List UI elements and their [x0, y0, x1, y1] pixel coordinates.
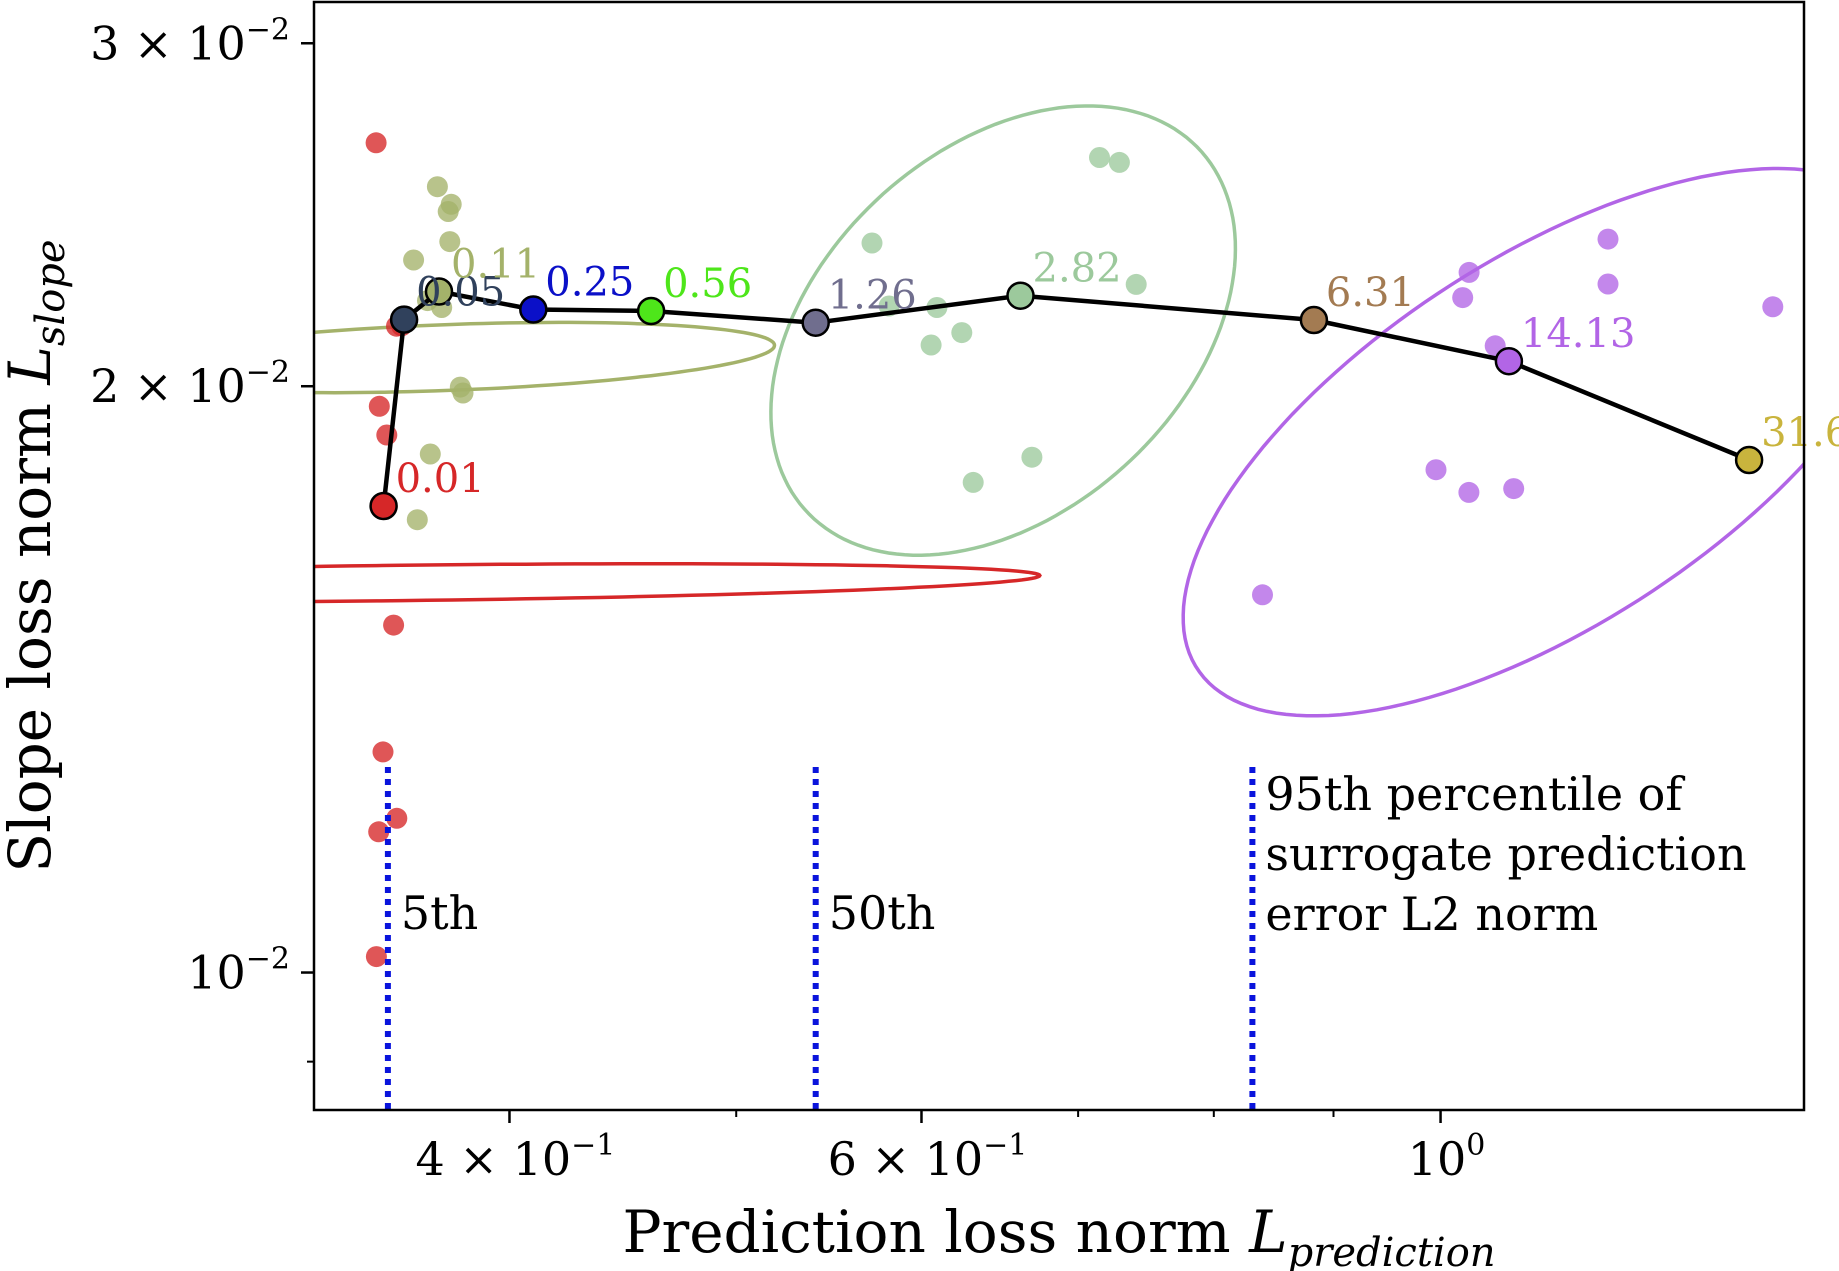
- scatter-point-3-8: [1503, 478, 1525, 500]
- scatter-point-3-3: [1597, 273, 1619, 295]
- frontier-point-3: [519, 295, 548, 324]
- percentile-label-0-0: 5th: [401, 886, 478, 940]
- scatter-point-2-2: [861, 232, 883, 254]
- x-axis-title: Prediction loss norm Lprediction: [622, 1198, 1495, 1271]
- scatter-point-1-9: [419, 443, 441, 465]
- frontier-label-3: 0.25: [545, 260, 634, 306]
- x-tick-label-2: 100: [1408, 1128, 1486, 1186]
- x-tick-label-0: 4 × 10−1: [416, 1128, 616, 1186]
- scatter-point-3-7: [1458, 481, 1480, 503]
- percentile-label-2-2: error L2 norm: [1265, 887, 1598, 941]
- frontier-label-7: 6.31: [1326, 270, 1415, 316]
- scatter-point-3-2: [1452, 287, 1474, 309]
- frontier-point-9: [1734, 445, 1764, 475]
- scatter-point-2-6: [920, 334, 942, 356]
- frontier-point-4: [636, 296, 666, 326]
- percentile-label-2-0: 95th percentile of: [1265, 767, 1685, 821]
- frontier-label-6: 2.82: [1033, 246, 1122, 292]
- y-axis-title: Slope loss norm Lslope: [0, 239, 74, 872]
- scatter-point-0-5: [383, 614, 405, 636]
- scatter-point-1-3: [403, 249, 425, 271]
- scatter-point-0-6: [372, 741, 394, 763]
- scatter-point-1-8: [452, 382, 474, 404]
- scatter-point-3-0: [1597, 228, 1619, 250]
- scatter-point-0-9: [365, 946, 387, 968]
- percentile-label-1-0: 50th: [829, 886, 936, 940]
- scatter-point-1-0: [426, 176, 448, 198]
- scatter-point-1-2: [437, 201, 459, 222]
- scatter-point-0-0: [365, 132, 387, 154]
- frontier-label-5: 1.26: [828, 273, 917, 319]
- scatter-point-2-8: [1021, 446, 1043, 468]
- scatter-point-3-6: [1425, 459, 1447, 481]
- frontier-point-5: [801, 308, 830, 337]
- scatter-point-0-7: [368, 821, 390, 843]
- frontier-point-2: [424, 277, 454, 306]
- ellipse-0: [314, 562, 1042, 604]
- scatter-point-2-1: [1108, 151, 1130, 173]
- y-tick-label-2: 3 × 10−2: [90, 12, 290, 70]
- y-tick-label-1: 2 × 10−2: [90, 355, 290, 413]
- axes: 4 × 10−1 6 × 10−1 100 10−2 2 × 10−2 3 × 10−2 P…: [0, 12, 1496, 1271]
- frontier-point-6: [1006, 281, 1035, 310]
- scatter-point-0-8: [386, 807, 408, 829]
- frontier-label-0: 0.01: [396, 456, 485, 502]
- frontier-label-4: 0.56: [663, 261, 752, 307]
- scatter-point-3-1: [1458, 261, 1480, 283]
- plot-background: [314, 2, 1804, 1110]
- frontier-label-1: 0.05: [416, 270, 505, 316]
- x-tick-label-1: 6 × 10−1: [828, 1128, 1028, 1186]
- annotation-layer: 0.01 0.050.11 0.25 0.56 1.26 2.82 6.31 14.13 31.…: [396, 242, 1839, 942]
- ellipse-1: [314, 320, 777, 395]
- y-tick-label-0: 10−2: [187, 942, 290, 1000]
- frontier-label-9: 31.62: [1761, 410, 1839, 456]
- frontier-point-8: [1494, 346, 1524, 376]
- frontier-label-8: 14.13: [1521, 311, 1636, 357]
- scatter-point-1-4: [439, 231, 461, 253]
- plot-area: [314, 104, 1804, 1110]
- scatter-point-2-9: [962, 471, 984, 493]
- scatter-point-1-10: [406, 509, 428, 531]
- scatter-point-2-3: [1125, 273, 1147, 295]
- scatter-point-3-9: [1252, 584, 1273, 606]
- scatter-point-3-4: [1762, 296, 1784, 318]
- ellipse-3: [1181, 166, 1804, 718]
- frontier-point-1: [389, 305, 419, 334]
- frontier-line: [381, 289, 1750, 507]
- scatter-point-2-0: [1089, 147, 1110, 168]
- ellipse-2: [769, 104, 1238, 557]
- frontier-point-0: [369, 491, 398, 521]
- scatter-point-0-2: [368, 395, 390, 417]
- frontier-point-7: [1299, 305, 1329, 335]
- scatter-point-2-7: [951, 322, 973, 344]
- percentile-label-2-1: surrogate prediction: [1265, 827, 1746, 881]
- plot-frame: [312, 0, 1806, 1112]
- frontier-label-2: 0.11: [451, 242, 540, 288]
